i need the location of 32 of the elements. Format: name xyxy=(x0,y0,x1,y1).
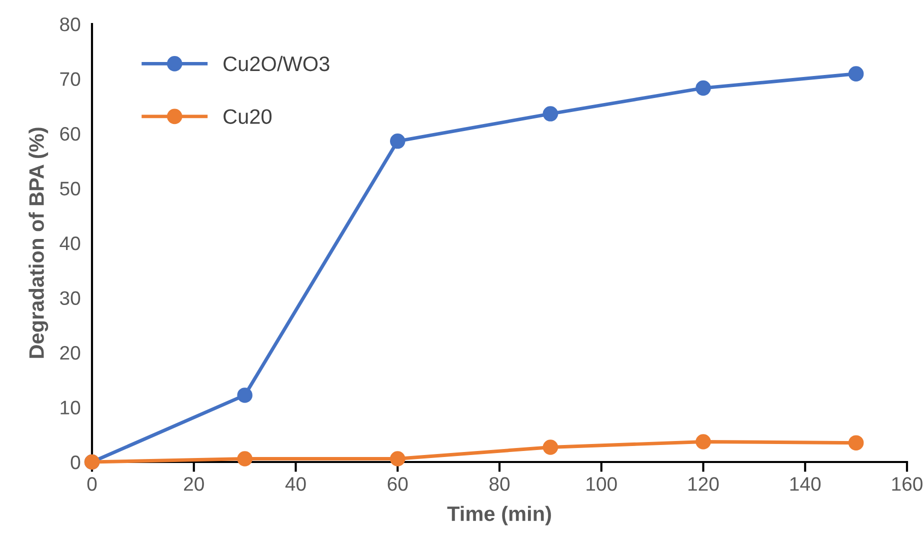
y-tick-label: 80 xyxy=(60,17,80,32)
legend-label: Cu2O/WO3 xyxy=(224,56,330,72)
point xyxy=(542,106,558,122)
point xyxy=(848,435,864,450)
y-tick-label: 70 xyxy=(60,72,80,86)
x-tick-label: 160 xyxy=(892,477,922,491)
point xyxy=(237,451,252,466)
point xyxy=(696,434,711,450)
y-tick-label: 10 xyxy=(60,400,80,414)
point xyxy=(390,134,406,149)
y-tick-label: 20 xyxy=(60,346,80,360)
y-tick-label: 30 xyxy=(60,291,80,305)
x-tick-label: 120 xyxy=(688,477,719,491)
point xyxy=(390,451,406,466)
point xyxy=(542,440,558,455)
x-axis-title: Time (min) xyxy=(447,506,551,526)
x-tick-label: 20 xyxy=(184,477,204,491)
x-tick-label: 0 xyxy=(87,477,97,491)
y-axis-title: Degradation of BPA (%) xyxy=(28,128,48,358)
point xyxy=(237,388,252,403)
y-tick-label: 50 xyxy=(60,182,80,196)
x-tick-label: 80 xyxy=(490,477,510,491)
legend-label: Cu20 xyxy=(224,109,272,124)
point xyxy=(696,80,711,96)
x-tick-label: 100 xyxy=(586,477,617,491)
y-tick-label: 0 xyxy=(70,455,80,470)
x-tick-label: 40 xyxy=(285,477,306,491)
x-tick-label: 60 xyxy=(388,477,408,491)
y-tick-label: 60 xyxy=(60,126,80,141)
y-tick-label: 40 xyxy=(60,236,80,250)
x-tick-label: 140 xyxy=(790,477,821,491)
point xyxy=(848,66,864,82)
